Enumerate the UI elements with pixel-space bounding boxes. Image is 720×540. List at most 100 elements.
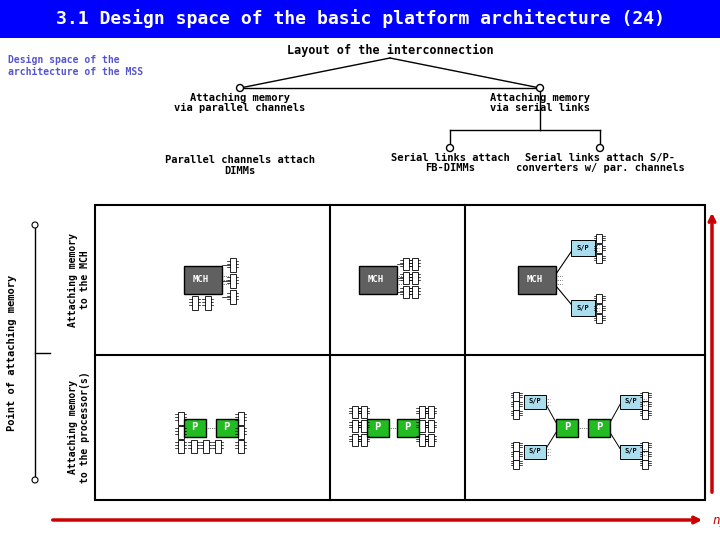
Bar	[0, 0, 720, 38]
Circle shape	[32, 222, 38, 228]
Bar	[351, 420, 358, 431]
Bar	[642, 392, 648, 401]
Bar	[418, 420, 425, 431]
Bar	[204, 296, 210, 310]
Bar	[513, 409, 519, 418]
Text: P: P	[192, 422, 197, 433]
Bar	[178, 411, 184, 424]
Bar	[428, 420, 433, 431]
Text: MCH: MCH	[192, 275, 209, 285]
Text: P: P	[596, 422, 602, 433]
Bar	[238, 411, 243, 424]
Text: Attaching memory: Attaching memory	[190, 93, 290, 103]
Circle shape	[32, 477, 38, 483]
Text: via serial links: via serial links	[490, 103, 590, 113]
Bar	[230, 290, 235, 304]
Bar	[620, 395, 642, 408]
Text: 3.1 Design space of the basic platform architecture (24): 3.1 Design space of the basic platform a…	[55, 10, 665, 29]
Bar	[238, 440, 243, 453]
Text: S/P: S/P	[528, 449, 541, 455]
Bar	[178, 440, 184, 453]
Bar	[571, 300, 595, 316]
Bar	[524, 395, 546, 408]
Bar	[215, 440, 220, 453]
Bar	[513, 401, 519, 409]
Text: Layout of the interconnection: Layout of the interconnection	[287, 43, 493, 57]
Text: Point of attaching memory: Point of attaching memory	[7, 274, 17, 430]
Bar	[513, 460, 519, 469]
Bar	[428, 406, 433, 417]
Bar	[238, 426, 243, 438]
Bar	[361, 434, 366, 445]
Bar	[596, 314, 602, 323]
Bar	[588, 418, 610, 436]
Bar	[215, 418, 238, 436]
Text: converters w/ par. channels: converters w/ par. channels	[516, 163, 685, 173]
Bar	[513, 392, 519, 401]
Circle shape	[536, 84, 544, 91]
Bar	[596, 304, 602, 313]
Bar	[642, 442, 648, 450]
Text: MCH: MCH	[367, 275, 384, 285]
Text: Serial links attach: Serial links attach	[391, 153, 509, 163]
Bar	[202, 440, 209, 453]
Bar	[230, 258, 235, 272]
Text: S/P: S/P	[625, 449, 637, 455]
Text: n_c: n_c	[712, 514, 720, 526]
Bar	[178, 426, 184, 438]
Bar	[402, 286, 408, 298]
Bar	[366, 418, 389, 436]
Bar	[642, 401, 648, 409]
Text: FB-DIMMs: FB-DIMMs	[425, 163, 475, 173]
Text: Parallel channels attach: Parallel channels attach	[165, 155, 315, 165]
Text: P: P	[374, 422, 381, 433]
Bar	[230, 274, 235, 288]
Bar	[361, 406, 366, 417]
Bar	[642, 460, 648, 469]
Text: via parallel channels: via parallel channels	[174, 103, 305, 113]
Circle shape	[446, 145, 454, 152]
Text: MCH: MCH	[527, 275, 543, 285]
Bar	[402, 258, 408, 270]
Text: P: P	[564, 422, 570, 433]
Text: DIMMs: DIMMs	[225, 166, 256, 176]
Bar	[513, 450, 519, 460]
Bar	[556, 418, 578, 436]
Bar	[620, 444, 642, 458]
Bar	[351, 406, 358, 417]
Bar	[418, 406, 425, 417]
Bar	[428, 434, 433, 445]
Bar	[184, 418, 205, 436]
Bar	[191, 440, 197, 453]
Text: Design space of the: Design space of the	[8, 55, 120, 65]
Text: P: P	[223, 422, 230, 433]
Bar	[412, 258, 418, 270]
Text: Attaching memory
to the MCH: Attaching memory to the MCH	[68, 233, 90, 327]
Text: Attaching memory: Attaching memory	[490, 93, 590, 103]
Bar	[596, 254, 602, 263]
Bar	[192, 296, 197, 310]
Text: Attaching memory
to the processor(s): Attaching memory to the processor(s)	[68, 372, 90, 483]
Bar	[95, 205, 705, 500]
Bar	[359, 266, 397, 294]
Bar	[402, 272, 408, 284]
Bar	[596, 244, 602, 253]
Bar	[412, 286, 418, 298]
Text: architecture of the MSS: architecture of the MSS	[8, 67, 143, 77]
Text: S/P: S/P	[577, 245, 590, 251]
Bar	[184, 266, 222, 294]
Text: S/P: S/P	[625, 399, 637, 404]
Bar	[397, 418, 418, 436]
Circle shape	[596, 145, 603, 152]
Text: S/P: S/P	[528, 399, 541, 404]
Bar	[518, 266, 556, 294]
Bar	[642, 450, 648, 460]
Text: Serial links attach S/P-: Serial links attach S/P-	[525, 153, 675, 163]
Bar	[642, 409, 648, 418]
Bar	[596, 234, 602, 243]
Bar	[524, 444, 546, 458]
Text: P: P	[405, 422, 410, 433]
Bar	[513, 442, 519, 450]
Circle shape	[236, 84, 243, 91]
Bar	[351, 434, 358, 445]
